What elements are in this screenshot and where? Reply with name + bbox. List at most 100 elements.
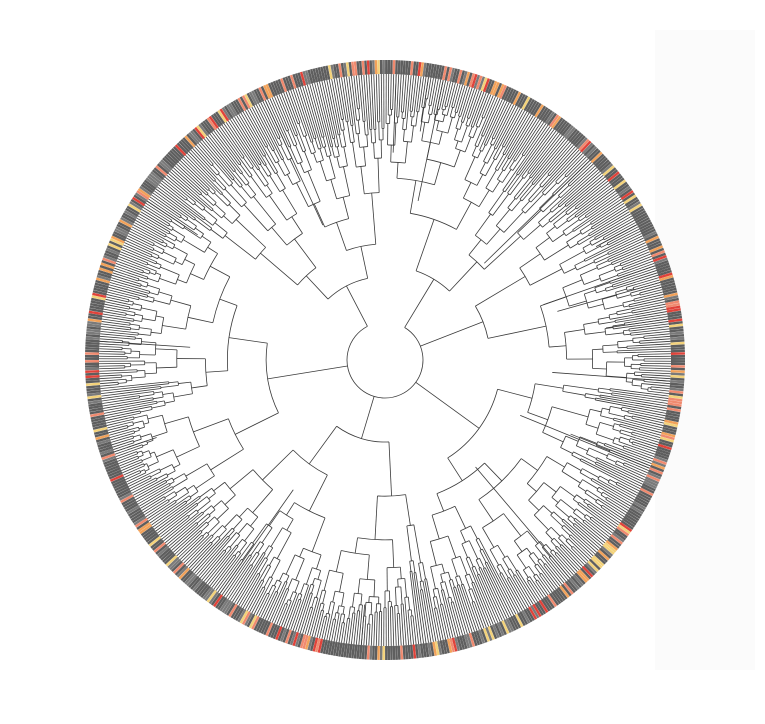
tree-node-arc [293,591,297,594]
tree-branch [615,268,623,272]
tree-node-arc [612,423,615,430]
tree-branch [99,376,122,380]
tree-tip [345,643,351,658]
tree-branch [572,546,589,562]
tree-branch [194,218,211,231]
tree-branch [409,571,420,645]
tree-branch [458,86,468,117]
tree-branch [431,78,439,115]
tree-branch [596,260,609,267]
tree-node-arc [619,429,622,434]
tree-branch [296,135,304,152]
tree-tip [174,564,187,576]
tree-tip [348,61,353,77]
tree-node-arc [489,544,498,550]
tree-branch [590,479,633,505]
tree-branch [471,582,490,627]
tree-tip [525,98,535,113]
tree-tip [659,277,675,284]
tree-branch [100,386,161,395]
tree-tip [638,489,653,499]
tree-node-arc [259,541,265,545]
tree-branch [541,573,555,591]
tree-branch [569,300,587,307]
tree-branch [573,524,601,549]
tree-branch [427,105,431,115]
tree-tip [665,412,680,418]
tree-tip [86,331,101,336]
tree-node-arc [528,199,532,203]
tree-branch [504,112,530,156]
tree-tip [248,614,258,629]
tree-tip [670,347,685,350]
tree-branch [133,319,142,322]
tree-tip [417,643,422,659]
tree-branch [214,203,226,215]
tree-branch [243,157,252,169]
tree-branch [341,622,345,643]
tree-branch [452,601,464,636]
tree-tip [89,305,104,311]
tree-branch [629,298,665,308]
tree-branch [162,325,186,330]
tree-branch [148,198,195,231]
tree-branch [403,74,407,113]
tree-tip [91,419,106,425]
tree-branch [316,82,334,147]
tree-branch [338,77,347,122]
tree-tip [335,642,341,657]
tree-tip [607,538,620,549]
tree-tip [487,626,495,641]
tree-tip [599,161,612,173]
tree-tip [86,387,101,392]
tree-branch [352,142,357,168]
tree-branch [292,585,309,631]
tree-tip [106,245,121,253]
tree-branch [328,79,341,135]
tree-tip [647,471,662,480]
tree-branch [160,266,180,276]
tree-branch [187,316,213,324]
tree-node-arc [359,146,368,148]
tree-branch [614,264,621,268]
tree-branch [556,552,576,574]
tree-branch [149,196,181,219]
tree-tip [540,108,551,122]
tree-tip [478,76,486,91]
tree-branch [631,303,666,312]
tree-branch [494,154,505,170]
tree-branch [342,606,345,615]
tree-branch [447,535,457,558]
tree-tip [592,153,605,165]
tree-tip [530,605,540,619]
tree-branch [486,561,515,616]
tree-node-arc [179,215,182,219]
tree-branch [276,532,292,559]
tree-branch [267,581,286,621]
tree-tip [619,188,633,198]
tree-node-arc [461,583,464,586]
tree-tip [255,88,265,102]
tree-branch [321,616,328,640]
tree-branch [224,494,236,505]
tree-tip [320,66,326,81]
tree-tip [182,570,194,583]
tree-branch [591,238,604,246]
tree-branch [546,226,556,234]
tree-tip [167,151,180,164]
tree-branch [204,218,213,226]
tree-tip [501,85,510,100]
tree-branch [121,461,143,471]
tree-branch [559,250,585,265]
tree-branch [202,531,207,537]
tree-tip [118,219,133,228]
tree-tip [284,629,292,644]
tree-branch [166,174,206,208]
tree-tip [85,377,100,381]
tree-node-arc [436,462,485,494]
tree-tip [434,641,440,656]
tree-branch [287,130,295,147]
tree-node-arc [327,155,332,157]
tree-branch [135,219,166,238]
tree-branch [208,189,214,195]
